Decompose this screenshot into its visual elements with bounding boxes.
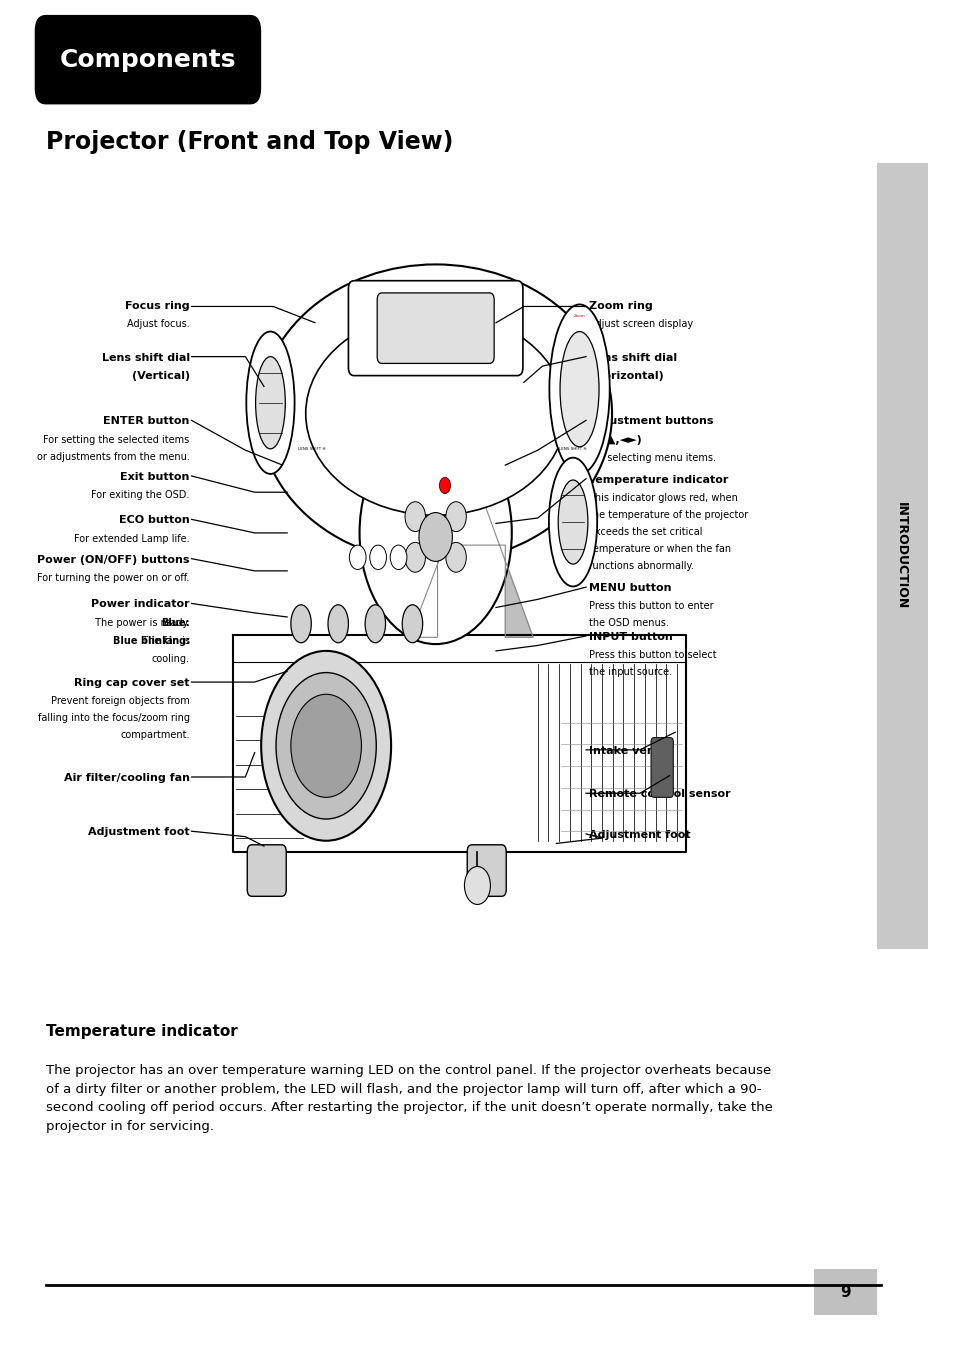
Circle shape xyxy=(405,542,425,572)
Text: Lens shift dial: Lens shift dial xyxy=(101,353,190,362)
Circle shape xyxy=(370,545,386,570)
FancyBboxPatch shape xyxy=(376,293,494,363)
FancyBboxPatch shape xyxy=(467,845,506,896)
FancyBboxPatch shape xyxy=(34,15,261,104)
Text: Power (ON/OFF) buttons: Power (ON/OFF) buttons xyxy=(37,555,190,564)
Circle shape xyxy=(464,866,490,904)
Text: falling into the focus/zoom ring: falling into the focus/zoom ring xyxy=(38,713,190,723)
Text: Temperature indicator: Temperature indicator xyxy=(588,475,727,484)
Text: the OSD menus.: the OSD menus. xyxy=(588,618,668,628)
Text: The projector has an over temperature warning LED on the control panel. If the p: The projector has an over temperature wa… xyxy=(46,1064,772,1134)
Ellipse shape xyxy=(548,458,597,586)
Text: Zoom ring: Zoom ring xyxy=(588,301,652,311)
Circle shape xyxy=(261,651,391,841)
Ellipse shape xyxy=(549,305,609,475)
Text: Blue:: Blue: xyxy=(161,617,190,628)
Text: or adjustments from the menu.: or adjustments from the menu. xyxy=(37,452,190,461)
Text: Focus ring: Focus ring xyxy=(125,301,190,311)
Text: Adjust screen display: Adjust screen display xyxy=(588,319,692,330)
Text: Exit button: Exit button xyxy=(120,472,190,481)
Circle shape xyxy=(445,502,466,532)
Text: Blue blinking:: Blue blinking: xyxy=(112,636,190,645)
Text: Lens shift dial: Lens shift dial xyxy=(588,353,677,362)
Text: 9: 9 xyxy=(840,1284,850,1300)
Polygon shape xyxy=(233,635,685,852)
Text: The power is ready.: The power is ready. xyxy=(91,617,190,628)
Ellipse shape xyxy=(246,332,294,475)
Circle shape xyxy=(418,513,452,561)
Text: Zoom: Zoom xyxy=(573,315,585,317)
Text: Air filter/cooling fan: Air filter/cooling fan xyxy=(64,773,190,782)
Circle shape xyxy=(349,545,366,570)
Text: Remote control sensor: Remote control sensor xyxy=(588,789,730,799)
FancyBboxPatch shape xyxy=(814,1269,877,1315)
Polygon shape xyxy=(409,472,533,637)
Text: functions abnormally.: functions abnormally. xyxy=(588,561,693,571)
Text: (Horizontal): (Horizontal) xyxy=(588,370,663,381)
Text: INTRODUCTION: INTRODUCTION xyxy=(894,502,907,610)
Text: For turning the power on or off.: For turning the power on or off. xyxy=(37,572,190,583)
Text: Power indicator: Power indicator xyxy=(91,599,190,609)
Text: the input source.: the input source. xyxy=(588,667,671,677)
Ellipse shape xyxy=(255,357,285,449)
Text: For extended Lamp life.: For extended Lamp life. xyxy=(74,533,190,544)
Ellipse shape xyxy=(558,480,587,564)
Text: compartment.: compartment. xyxy=(120,730,190,740)
Text: Adjustment foot: Adjustment foot xyxy=(88,827,190,837)
Text: Prevent foreign objects from: Prevent foreign objects from xyxy=(51,697,190,706)
Ellipse shape xyxy=(328,605,348,643)
Text: (▼,▲,◄►): (▼,▲,◄►) xyxy=(588,434,641,445)
Text: LENS SHIFT H: LENS SHIFT H xyxy=(298,447,326,450)
Circle shape xyxy=(291,694,361,797)
Text: Adjustment foot: Adjustment foot xyxy=(588,830,690,839)
Text: Temperature indicator: Temperature indicator xyxy=(46,1024,237,1039)
Circle shape xyxy=(439,477,450,494)
Text: ECO button: ECO button xyxy=(119,515,190,525)
Circle shape xyxy=(275,673,375,819)
Text: Press this button to select: Press this button to select xyxy=(588,650,716,660)
Text: ENTER button: ENTER button xyxy=(103,416,190,426)
Text: exceeds the set critical: exceeds the set critical xyxy=(588,526,701,537)
Text: For setting the selected items: For setting the selected items xyxy=(44,434,190,445)
Text: This indicator glows red, when: This indicator glows red, when xyxy=(588,492,737,503)
Circle shape xyxy=(390,545,407,570)
Text: Press this button to enter: Press this button to enter xyxy=(588,602,713,612)
FancyBboxPatch shape xyxy=(876,163,926,949)
Text: Intake vent: Intake vent xyxy=(588,746,659,755)
Text: temperature or when the fan: temperature or when the fan xyxy=(588,544,730,553)
Text: For selecting menu items.: For selecting menu items. xyxy=(588,453,715,462)
Ellipse shape xyxy=(305,312,565,515)
Text: Adjustment buttons: Adjustment buttons xyxy=(588,416,713,426)
Text: LENS SHIFT H: LENS SHIFT H xyxy=(558,447,586,450)
Text: Projector (Front and Top View): Projector (Front and Top View) xyxy=(46,130,453,155)
Ellipse shape xyxy=(365,605,385,643)
Text: (Vertical): (Vertical) xyxy=(132,370,190,381)
Text: For exiting the OSD.: For exiting the OSD. xyxy=(91,490,190,500)
Ellipse shape xyxy=(402,605,422,643)
Ellipse shape xyxy=(559,331,598,447)
Text: INPUT button: INPUT button xyxy=(588,632,672,641)
FancyBboxPatch shape xyxy=(247,845,286,896)
Ellipse shape xyxy=(259,264,612,563)
Circle shape xyxy=(359,422,511,644)
Text: Components: Components xyxy=(60,47,236,72)
Text: Ring cap cover set: Ring cap cover set xyxy=(74,678,190,687)
Text: The fan is: The fan is xyxy=(138,636,190,645)
FancyBboxPatch shape xyxy=(650,738,673,797)
FancyBboxPatch shape xyxy=(348,281,522,376)
Text: the temperature of the projector: the temperature of the projector xyxy=(588,510,747,519)
Ellipse shape xyxy=(291,605,311,643)
Text: Adjust focus.: Adjust focus. xyxy=(127,319,190,330)
Circle shape xyxy=(405,502,425,532)
Circle shape xyxy=(445,542,466,572)
Text: cooling.: cooling. xyxy=(152,654,190,664)
Text: MENU button: MENU button xyxy=(588,583,671,593)
